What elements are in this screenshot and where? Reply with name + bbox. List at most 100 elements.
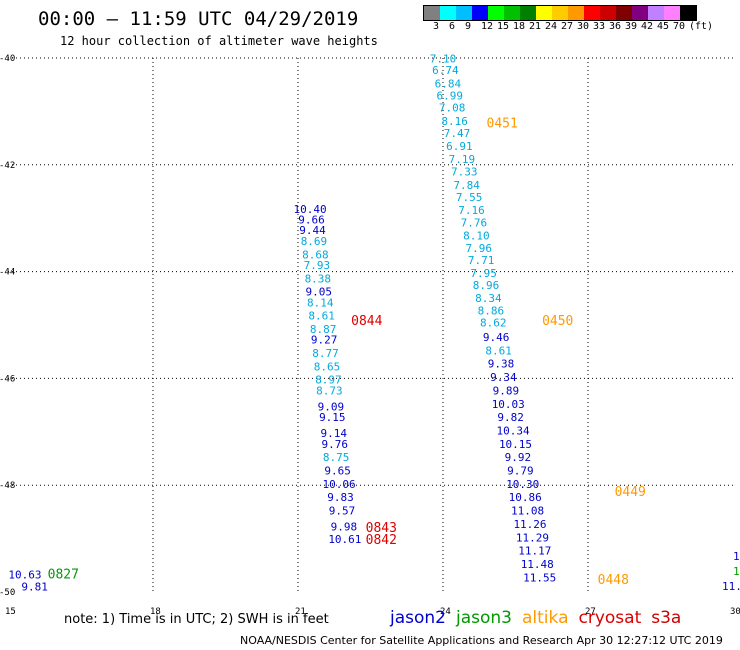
swh-value: 8.61 [485, 344, 512, 357]
swh-value: 7.96 [466, 242, 493, 255]
swh-value: 6.91 [446, 140, 473, 153]
swh-value: 6.74 [432, 64, 459, 77]
legend-label: 36 [609, 21, 622, 32]
y-tick-label: -46 [0, 374, 15, 384]
swh-value: 7.08 [439, 101, 466, 114]
legend-swatch [680, 6, 696, 20]
legend-label: 18 [513, 21, 526, 32]
x-tick-label: 30 [730, 607, 740, 617]
legend-swatch [440, 6, 456, 20]
y-tick-label: -42 [0, 161, 15, 171]
chart-title: 00:00 – 11:59 UTC 04/29/2019 [38, 8, 359, 30]
swh-value: 10.30 [506, 478, 539, 491]
legend-label: (ft) [689, 21, 714, 32]
legend-label: 12 [481, 21, 494, 32]
x-tick-label: 15 [5, 607, 16, 617]
swh-value: 9.83 [327, 491, 354, 504]
swh-value: 7.71 [468, 254, 495, 267]
time-label: 0843 [366, 521, 397, 536]
y-tick-label: -44 [0, 268, 15, 278]
color-legend-bar [423, 5, 697, 21]
swh-value: 7.95 [470, 267, 497, 280]
legend-swatch [424, 6, 440, 20]
satellite-s3a: s3a [651, 608, 682, 628]
swh-value: 8.16 [441, 115, 468, 128]
swh-value: 10.06 [323, 478, 356, 491]
swh-value: 11.17 [518, 545, 551, 558]
swh-value: 8.86 [478, 304, 505, 317]
swh-value: 9.05 [306, 286, 333, 299]
legend-label: 15 [497, 21, 510, 32]
legend-swatch [456, 6, 472, 20]
swh-value: 8.77 [312, 347, 339, 360]
swh-value: 8.62 [480, 317, 507, 330]
swh-value: 9.81 [21, 580, 48, 593]
swh-value: 8.10 [463, 230, 490, 243]
swh-value: 9.27 [311, 334, 338, 347]
legend-label: 42 [641, 21, 654, 32]
swh-value: 11.29 [516, 531, 549, 544]
swh-value: 9.09 [318, 400, 345, 413]
satellite-jason3: jason3 [456, 608, 512, 628]
time-label: 0451 [487, 116, 518, 131]
legend-swatch [552, 6, 568, 20]
swh-value: 10.34 [497, 424, 530, 437]
satellite-cryosat: cryosat [578, 608, 642, 628]
swh-value: 11.48 [521, 558, 554, 571]
legend-label: 70 [673, 21, 686, 32]
swh-value: 9.14 [321, 427, 348, 440]
swh-value: 9.92 [505, 451, 532, 464]
time-label: 0844 [351, 314, 382, 329]
swh-value: 9.57 [329, 505, 356, 518]
swh-value: 10.03 [492, 398, 525, 411]
legend-label: 30 [577, 21, 590, 32]
credit-line: NOAA/NESDIS Center for Satellite Applica… [240, 634, 723, 647]
swh-value: 6.99 [437, 90, 464, 103]
legend-label: 45 [657, 21, 670, 32]
satellite-legend: jason2 jason3 altika cryosat s3a [390, 608, 691, 628]
x-tick-label: 18 [150, 607, 161, 617]
y-tick-label: -50 [0, 588, 15, 598]
swh-value: 8.14 [307, 296, 334, 309]
swh-value: 7.93 [304, 259, 331, 272]
time-label: 0449 [615, 485, 646, 500]
swh-value: 1C [733, 565, 740, 578]
swh-value: 8.65 [314, 360, 341, 373]
y-tick-label: -40 [0, 54, 15, 64]
swh-value: 1C [733, 550, 740, 563]
swh-value: 11.4 [722, 580, 740, 593]
swh-value: 8.97 [315, 374, 342, 387]
swh-value: 7.10 [430, 52, 457, 65]
legend-label: 3 [433, 21, 440, 32]
swh-value: 9.38 [488, 358, 515, 371]
swh-value: 9.46 [483, 331, 510, 344]
time-label: 0827 [48, 568, 79, 583]
footer-note: note: 1) Time is in UTC; 2) SWH is in fe… [64, 612, 329, 627]
swh-value: 7.76 [461, 217, 488, 230]
swh-value: 9.34 [490, 371, 517, 384]
legend-swatch [600, 6, 616, 20]
time-label: 0448 [598, 573, 629, 588]
swh-value: 8.69 [301, 235, 328, 248]
swh-value: 11.26 [513, 518, 546, 531]
swh-value: 9.98 [331, 521, 358, 534]
swh-value: 9.79 [507, 465, 534, 478]
swh-value: 9.65 [324, 465, 351, 478]
time-label: 0450 [542, 314, 573, 329]
legend-swatch [568, 6, 584, 20]
swh-value: 10.40 [294, 203, 327, 216]
satellite-altika: altika [522, 608, 569, 628]
legend-swatch [648, 6, 664, 20]
legend-label: 24 [545, 21, 558, 32]
legend-swatch [632, 6, 648, 20]
legend-swatch [664, 6, 680, 20]
legend-swatch [616, 6, 632, 20]
swh-value: 7.33 [451, 165, 478, 178]
swh-value: 8.73 [316, 384, 343, 397]
legend-label: 33 [593, 21, 606, 32]
x-tick-label: 24 [440, 607, 451, 617]
swh-value: 8.34 [475, 292, 502, 305]
swh-value: 10.63 [8, 569, 41, 582]
swh-value: 8.61 [308, 310, 335, 323]
